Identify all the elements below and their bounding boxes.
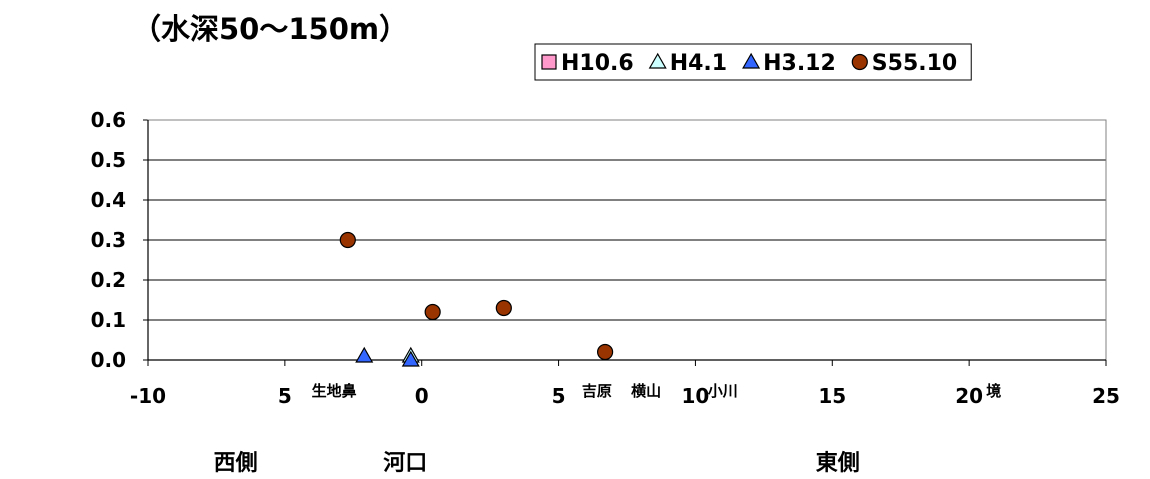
data-point-H3.12 xyxy=(355,346,374,363)
legend-label: S55.10 xyxy=(872,51,957,76)
region-label: 河口 xyxy=(383,451,427,476)
y-tick-label: 0.4 xyxy=(91,188,126,212)
location-label: 生地鼻 xyxy=(312,382,357,400)
location-label: 横山 xyxy=(631,382,661,400)
gridlines xyxy=(148,119,1106,321)
y-axis-tick-labels: 0.6 0.5 0.4 0.3 0.2 0.1 0.0 xyxy=(91,108,126,372)
x-tick-label: 20 xyxy=(955,384,983,408)
legend-label: H4.1 xyxy=(670,51,727,76)
data-point-S55.10 xyxy=(424,303,441,321)
data-point-S55.10 xyxy=(339,231,356,249)
y-tick-label: 0.0 xyxy=(91,348,126,372)
data-point-S55.10 xyxy=(495,299,512,317)
data-points xyxy=(339,231,614,367)
x-tick-label: -10 xyxy=(130,384,166,408)
chart-title: （水深50～150m） xyxy=(132,12,408,46)
data-point-H3.12 xyxy=(401,350,420,367)
y-tick-label: 0.3 xyxy=(91,228,126,252)
region-labels: 西側 河口 東側 xyxy=(214,451,860,476)
axes xyxy=(143,119,1107,366)
region-label: 東側 xyxy=(816,451,860,476)
legend-label: H3.12 xyxy=(763,51,836,76)
y-tick-label: 0.6 xyxy=(91,108,126,132)
legend-marker-H10.6 xyxy=(541,54,557,70)
x-tick-label: 0 xyxy=(415,384,429,408)
data-point-S55.10 xyxy=(597,343,614,361)
y-tick-label: 0.2 xyxy=(91,268,126,292)
y-tick-label: 0.1 xyxy=(91,308,126,332)
legend: H10.6 H4.1 H3.12 S55.10 xyxy=(534,43,972,81)
legend-marker-H4.1 xyxy=(648,52,667,69)
location-annotations: 生地鼻 吉原 横山 小川 境 xyxy=(312,382,1002,400)
x-tick-label: 15 xyxy=(818,384,846,408)
x-axis-tick-labels: -10 5 0 5 10 15 20 25 xyxy=(130,384,1120,408)
x-tick-label: 5 xyxy=(552,384,566,408)
x-tick-label: 25 xyxy=(1092,384,1120,408)
x-tick-label: 10 xyxy=(682,384,710,408)
legend-marker-S55.10 xyxy=(851,53,868,71)
legend-marker-H3.12 xyxy=(742,52,761,69)
x-tick-label: 5 xyxy=(278,384,292,408)
region-label: 西側 xyxy=(214,451,258,476)
y-tick-label: 0.5 xyxy=(91,148,126,172)
location-label: 境 xyxy=(986,382,1001,400)
location-label: 吉原 xyxy=(582,382,612,400)
legend-label: H10.6 xyxy=(561,51,634,76)
location-label: 小川 xyxy=(708,382,738,400)
